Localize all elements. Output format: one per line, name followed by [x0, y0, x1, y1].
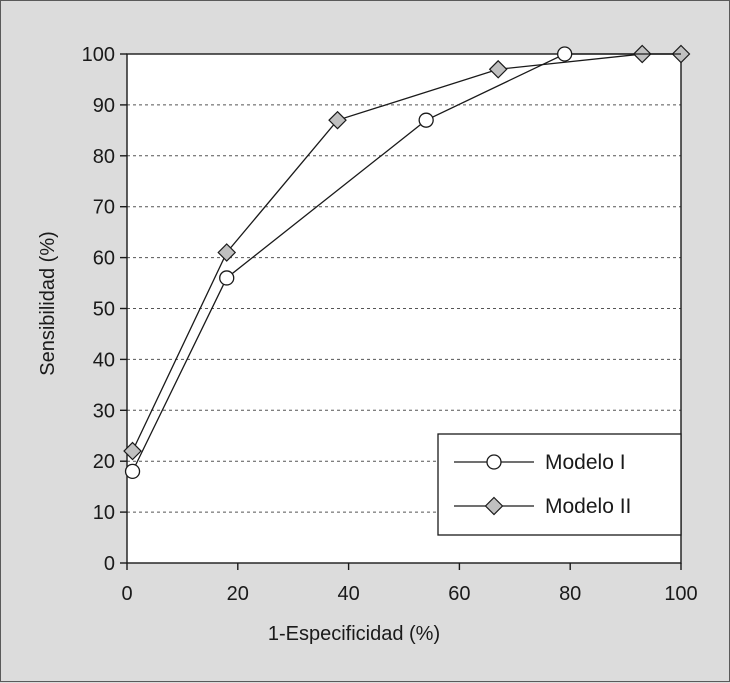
- y-tick-label: 0: [104, 553, 115, 575]
- legend-label: Modelo I: [545, 451, 626, 474]
- series-modelo-i: [124, 46, 681, 480]
- y-tick-label: 70: [93, 197, 115, 219]
- y-tick-label: 10: [93, 502, 115, 524]
- legend-item: Modelo II: [454, 495, 631, 518]
- y-tick-label: 100: [82, 44, 115, 66]
- data-point: [418, 112, 434, 128]
- legend-label: Modelo II: [545, 495, 631, 518]
- data-point: [219, 270, 235, 286]
- x-axis-title: 1-Especificidad (%): [268, 623, 440, 645]
- y-tick-label: 50: [93, 299, 115, 321]
- y-tick-label: 40: [93, 349, 115, 371]
- legend: Modelo I Modelo II: [437, 433, 682, 536]
- legend-marker-circle: [486, 454, 502, 470]
- data-point: [123, 441, 142, 461]
- data-point: [124, 463, 141, 480]
- data-point: [217, 243, 237, 262]
- legend-item: Modelo I: [454, 451, 626, 474]
- x-tick-label: 60: [448, 583, 470, 605]
- x-tick-label: 20: [227, 583, 249, 605]
- y-tick-label: 20: [93, 451, 115, 473]
- legend-marker-diamond: [484, 496, 504, 516]
- y-tick-label: 60: [93, 248, 115, 270]
- axes: 0 10 20 30 40 50 60 70 80 90 100 0 20 40 60 80 100: [82, 44, 698, 605]
- series-layer: [123, 44, 691, 480]
- x-tick-label: 100: [664, 583, 697, 605]
- y-tick-label: 90: [93, 95, 115, 117]
- series-line: [131, 53, 681, 472]
- data-point: [488, 59, 508, 79]
- plot-border: [126, 53, 682, 564]
- x-tick-label: 0: [121, 583, 132, 605]
- x-tick-label: 80: [559, 583, 581, 605]
- y-axis-title: Sensibilidad (%): [37, 231, 59, 376]
- data-point: [557, 46, 573, 62]
- y-tick-label: 80: [93, 146, 115, 168]
- grid-lines: [127, 104, 681, 513]
- legend-box: [437, 433, 682, 536]
- y-tick-label: 30: [93, 400, 115, 422]
- x-tick-label: 40: [337, 583, 359, 605]
- data-point: [328, 110, 347, 130]
